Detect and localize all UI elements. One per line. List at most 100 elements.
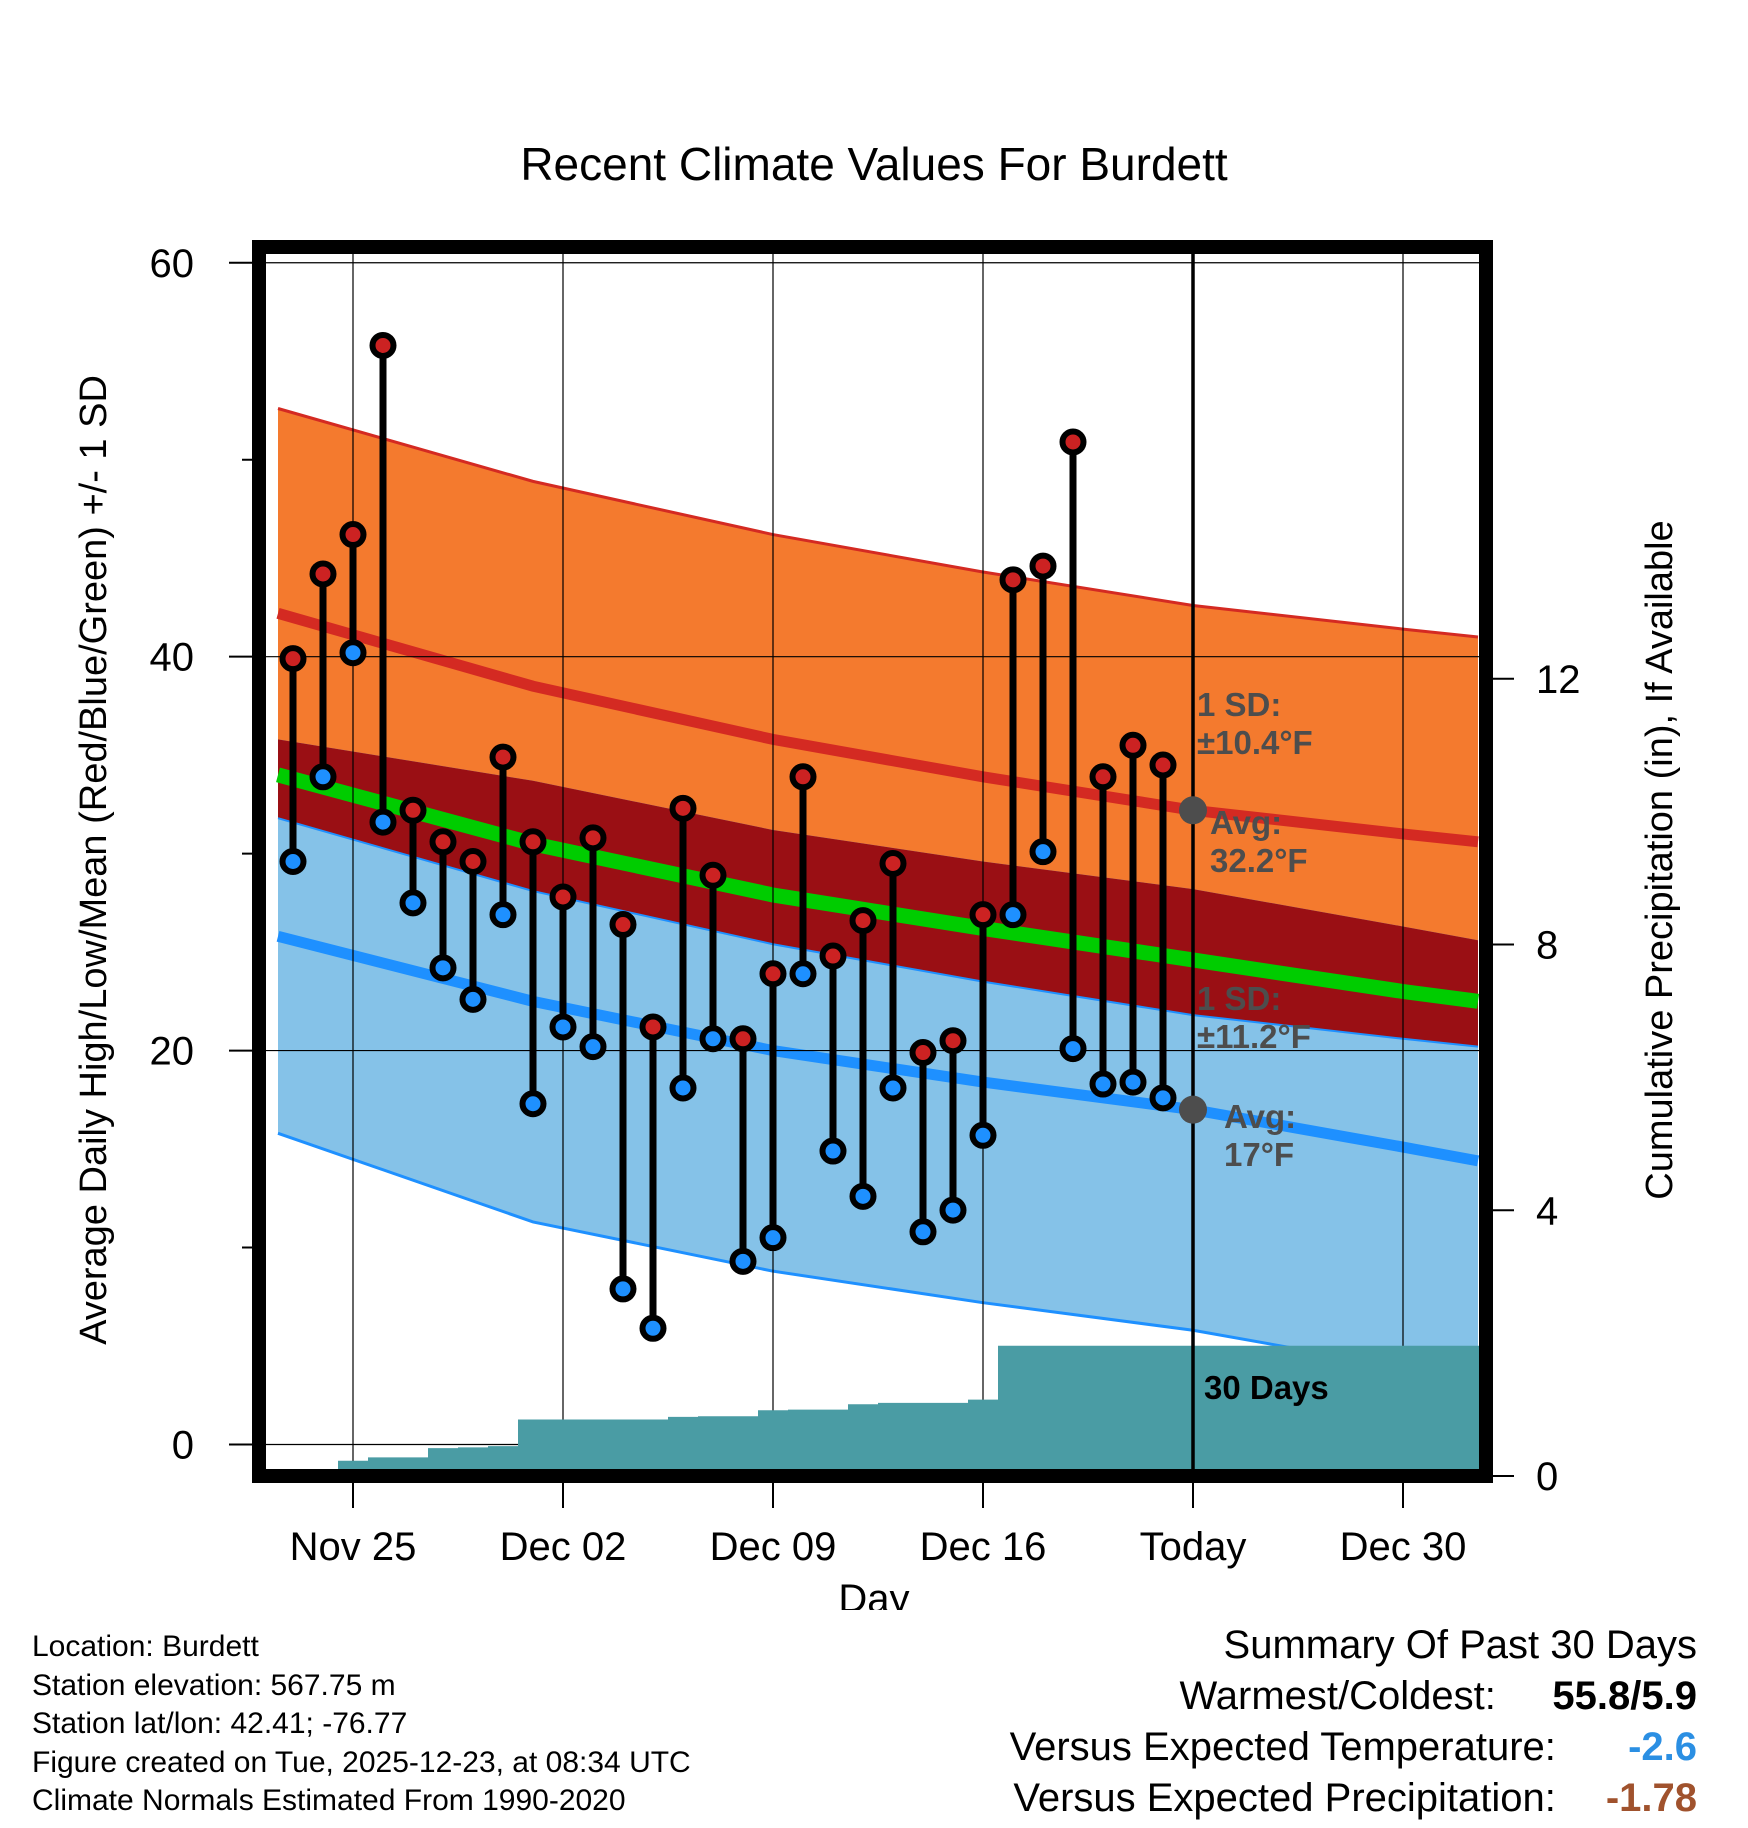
low-point: [369, 808, 397, 836]
low-point: [1089, 1070, 1117, 1098]
high-avg-annotation: Avg: 32.2°F: [1210, 804, 1308, 879]
high-point: [969, 901, 997, 929]
high-point: [309, 560, 337, 588]
high-point: [429, 828, 457, 856]
elevation-text: Station elevation: 567.75 m: [32, 1668, 396, 1702]
temp-label: Versus Expected Temperature:: [1009, 1725, 1556, 1769]
latlon-text: Station lat/lon: 42.41; -76.77: [32, 1707, 408, 1740]
temp-value: -2.6: [1628, 1725, 1697, 1769]
low-point: [609, 1275, 637, 1303]
y-axis-label-right: Cumulative Precipitation (in), If Availa…: [1639, 520, 1681, 1199]
high-avg-marker: [1179, 796, 1207, 825]
low-point: [309, 763, 337, 791]
low-point: [849, 1182, 877, 1210]
low-point: [939, 1196, 967, 1224]
plot-frame: [252, 240, 1493, 1483]
low-point: [429, 954, 457, 982]
low-point: [339, 639, 367, 667]
high-point: [399, 796, 427, 824]
warm-cold-value: 55.8/5.9: [1552, 1674, 1697, 1718]
low-avg-annotation: Avg: 17°F: [1224, 1098, 1296, 1173]
y-tick-label-right: 12: [1536, 658, 1581, 702]
low-point: [819, 1137, 847, 1165]
warm-cold-label: Warmest/Coldest:: [1179, 1674, 1496, 1718]
precip-area: [338, 1345, 1482, 1472]
low-point: [789, 960, 817, 988]
high-point: [1029, 552, 1057, 580]
high-point: [1149, 751, 1177, 779]
low-point: [579, 1033, 607, 1061]
x-tick-label: Dec 30: [1340, 1525, 1467, 1569]
low-avg-marker: [1179, 1095, 1207, 1124]
x-tick-label: Nov 25: [290, 1525, 417, 1569]
high-point: [669, 794, 697, 822]
y-tick-label-left: 20: [150, 1030, 195, 1074]
low-point: [549, 1013, 577, 1041]
high-point: [699, 861, 727, 889]
low-point: [399, 889, 427, 917]
low-point: [489, 901, 517, 929]
high-point: [819, 942, 847, 970]
low-point: [909, 1218, 937, 1246]
high-point: [549, 883, 577, 911]
x-tick-label: Dec 09: [710, 1525, 837, 1569]
low-sd-annotation: 1 SD: ±11.2°F: [1197, 980, 1311, 1055]
x-axis-label: Day: [838, 1577, 909, 1610]
high-point: [639, 1013, 667, 1041]
x-tick-label: Today: [1140, 1525, 1247, 1569]
low-point: [1149, 1084, 1177, 1112]
chart-title: Recent Climate Values For Burdett: [520, 138, 1228, 190]
normals-text: Climate Normals Estimated From 1990-2020: [32, 1784, 626, 1817]
high-point: [909, 1039, 937, 1067]
summary-title: Summary Of Past 30 Days: [1223, 1623, 1697, 1667]
y-tick-label-right: 8: [1536, 924, 1558, 968]
y-tick-label-left: 60: [150, 242, 195, 286]
low-point: [669, 1074, 697, 1102]
location-text: Location: Burdett: [32, 1630, 259, 1663]
high-point: [759, 960, 787, 988]
high-point: [849, 907, 877, 935]
y-axis-label-left: Average Daily High/Low/Mean (Red/Blue/Gr…: [73, 375, 115, 1345]
y-tick-label-right: 4: [1536, 1189, 1558, 1233]
high-point: [459, 848, 487, 875]
created-text: Figure created on Tue, 2025-12-23, at 08…: [32, 1745, 691, 1779]
station-info: Location: Burdett Station elevation: 567…: [32, 1628, 691, 1821]
summary-panel: Summary Of Past 30 Days Warmest/Coldest:…: [1010, 1620, 1697, 1824]
high-point: [939, 1027, 967, 1055]
high-point: [609, 911, 637, 939]
high-point: [1089, 763, 1117, 791]
x-tick-label: Dec 16: [920, 1525, 1047, 1569]
high-point: [369, 331, 397, 359]
low-point: [699, 1025, 727, 1053]
high-point: [489, 743, 517, 771]
high-point: [999, 566, 1027, 594]
low-point: [1059, 1035, 1087, 1063]
y-tick-label-left: 0: [172, 1423, 194, 1467]
climate-chart: Recent Climate Values For Burdett 1 SD: ±…: [73, 138, 1681, 1610]
low-point: [1029, 838, 1057, 866]
low-point: [279, 848, 307, 875]
high-point: [789, 763, 817, 791]
low-point: [879, 1074, 907, 1102]
high-point: [1119, 731, 1147, 759]
low-point: [759, 1224, 787, 1252]
precip-value: -1.78: [1605, 1776, 1697, 1820]
high-point: [1059, 428, 1087, 456]
low-point: [459, 985, 487, 1013]
high-point: [519, 828, 547, 856]
high-sd-annotation: 1 SD: ±10.4°F: [1197, 686, 1313, 761]
high-point: [279, 645, 307, 673]
low-point: [1119, 1068, 1147, 1096]
low-point: [999, 901, 1027, 929]
y-tick-label-right: 0: [1536, 1455, 1558, 1499]
low-point: [639, 1314, 667, 1342]
low-point: [519, 1090, 547, 1118]
x-tick-label: Dec 02: [500, 1525, 627, 1569]
y-tick-label-left: 40: [150, 636, 195, 680]
low-point: [969, 1121, 997, 1149]
high-point: [579, 824, 607, 852]
precip-period-label: 30 Days: [1204, 1369, 1329, 1406]
low-point: [729, 1247, 757, 1275]
high-point: [339, 521, 367, 549]
precip-label: Versus Expected Precipitation:: [1013, 1776, 1556, 1820]
